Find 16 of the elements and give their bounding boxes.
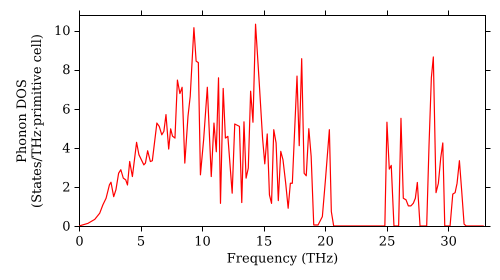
x-tick-label: 20 [317,234,334,250]
x-tick-label: 10 [194,234,211,250]
x-tick-label: 25 [378,234,396,250]
y-tick-label: 6 [62,102,70,118]
x-tick-label: 15 [256,234,272,250]
y-tick-label: 4 [62,141,70,156]
x-tick-label: 30 [440,234,457,250]
y-tick-label: 2 [62,180,70,196]
y-tick-label: 0 [62,220,70,234]
y-axis-title: Phonon DOS (States/THz·primitive cell) [14,34,45,208]
x-tick-label: 0 [75,234,84,250]
x-tick-label: 5 [136,234,146,250]
line-series [79,24,484,226]
y-tick-label: 10 [54,24,70,40]
y-tick-label: 8 [62,63,70,78]
x-axis-title: Frequency (THz) [226,252,338,266]
